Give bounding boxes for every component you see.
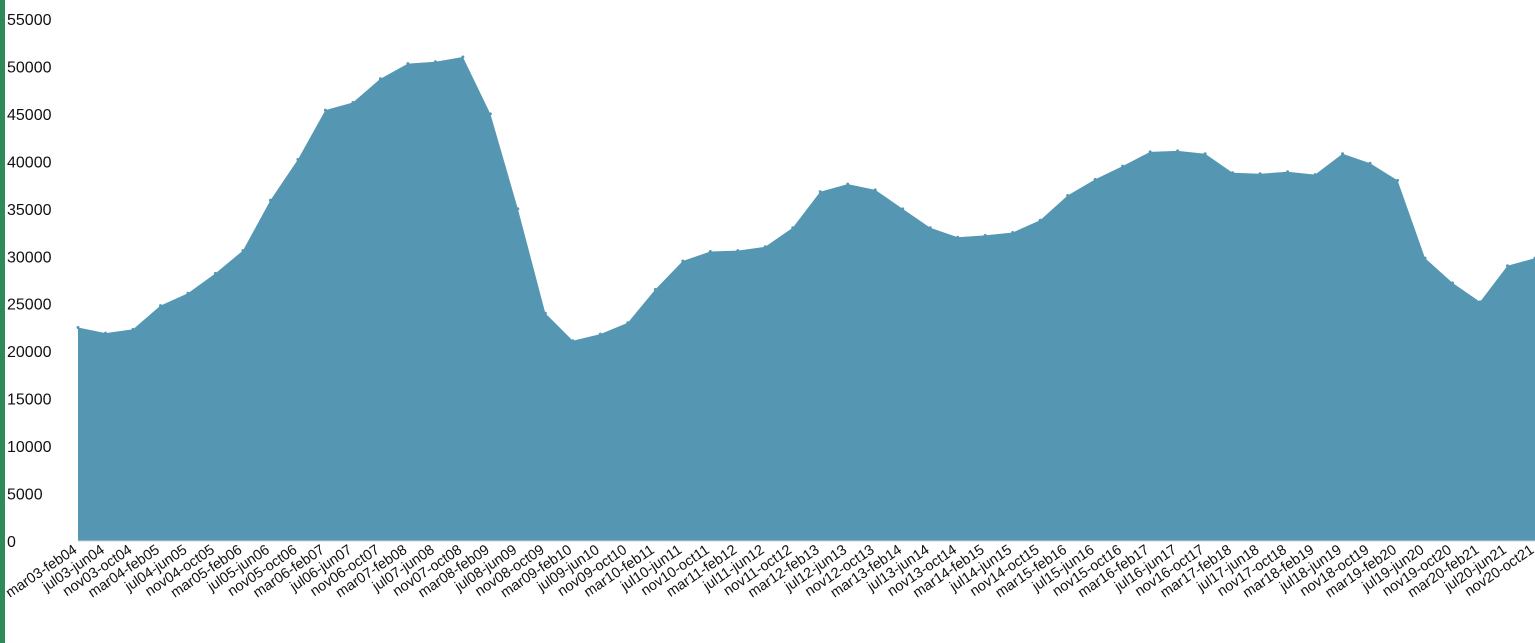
data-point [901, 207, 905, 211]
data-point [818, 190, 822, 194]
x-axis: mar03-feb04jul03-jun04nov03-oct04mar04-f… [3, 542, 1535, 601]
data-point [351, 101, 355, 105]
data-point [1176, 149, 1180, 153]
data-point [1258, 172, 1262, 176]
y-tick-label: 0 [7, 534, 16, 551]
data-point [983, 233, 987, 237]
data-point [406, 62, 410, 66]
data-point [736, 249, 740, 253]
y-tick-label: 35000 [7, 202, 52, 219]
y-tick-label: 45000 [7, 107, 52, 124]
y-tick-label: 40000 [7, 154, 52, 171]
data-point [928, 226, 932, 230]
data-point [433, 60, 437, 64]
data-point [241, 249, 245, 253]
data-point [323, 108, 327, 112]
data-point [76, 325, 80, 329]
data-point [131, 327, 135, 331]
data-point [873, 188, 877, 192]
data-point [1506, 264, 1510, 268]
y-tick-label: 15000 [7, 392, 52, 409]
data-point [1478, 300, 1482, 304]
y-tick-label: 20000 [7, 344, 52, 361]
data-point [1313, 173, 1317, 177]
data-point [763, 245, 767, 249]
data-point [1423, 256, 1427, 260]
data-point [1121, 164, 1125, 168]
data-point [1203, 152, 1207, 156]
data-point [1451, 281, 1455, 285]
data-point [598, 332, 602, 336]
data-point [103, 331, 107, 335]
data-point [1038, 218, 1042, 222]
data-point [1341, 152, 1345, 156]
data-point [296, 157, 300, 161]
y-tick-label: 30000 [7, 249, 52, 266]
data-point [571, 339, 575, 343]
data-point [1231, 171, 1235, 175]
data-point [1286, 170, 1290, 174]
data-point [1066, 194, 1070, 198]
data-point [846, 182, 850, 186]
data-point [378, 77, 382, 81]
data-point [213, 271, 217, 275]
y-tick-label: 5000 [7, 487, 43, 504]
plot-area [76, 55, 1535, 542]
data-point [1148, 150, 1152, 154]
data-point [1396, 178, 1400, 182]
data-point [708, 250, 712, 254]
y-tick-label: 50000 [7, 59, 52, 76]
series-area [78, 56, 1535, 542]
data-point [956, 235, 960, 239]
data-point [653, 287, 657, 291]
data-point [1093, 177, 1097, 181]
data-point [158, 304, 162, 308]
y-tick-label: 55000 [7, 12, 52, 29]
data-point [626, 321, 630, 325]
data-point [268, 198, 272, 202]
data-point [681, 259, 685, 263]
data-point [488, 112, 492, 116]
data-point [1011, 231, 1015, 235]
data-point [186, 291, 190, 295]
data-point [1368, 161, 1372, 165]
data-point [516, 207, 520, 211]
y-axis: 0 5000 10000 15000 20000 25000 30000 35000 40000… [7, 12, 52, 551]
data-point [791, 226, 795, 230]
left-accent-bar [0, 0, 5, 643]
data-point [543, 311, 547, 315]
y-tick-label: 25000 [7, 297, 52, 314]
data-point [461, 55, 465, 59]
y-tick-label: 10000 [7, 439, 52, 456]
